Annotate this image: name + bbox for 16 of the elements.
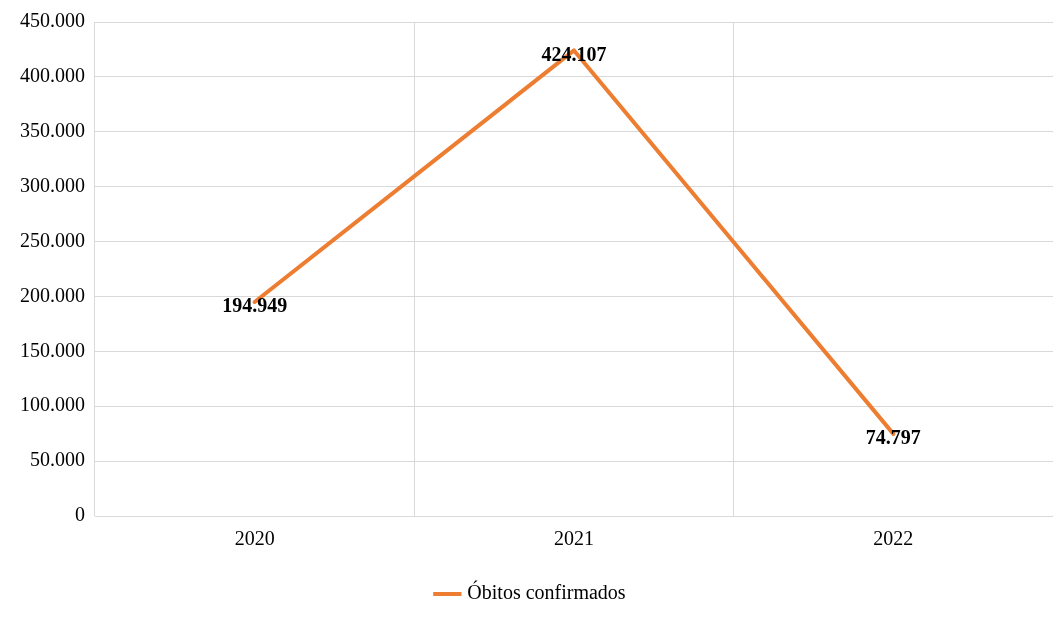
- x-tick-label: 2020: [234, 527, 275, 550]
- y-tick-label: 250.000: [20, 228, 85, 251]
- y-tick-label: 450.000: [20, 9, 85, 32]
- data-label: 74.797: [865, 426, 921, 449]
- y-tick-label: 400.000: [20, 64, 85, 87]
- x-tick-label: 2022: [873, 527, 914, 550]
- y-tick-label: 50.000: [30, 448, 85, 471]
- legend-label: Óbitos confirmados: [467, 580, 626, 604]
- y-tick-label: 0: [75, 503, 85, 526]
- x-tick-label: 2021: [554, 527, 594, 550]
- y-tick-label: 350.000: [20, 119, 85, 142]
- data-label: 194.949: [222, 294, 288, 317]
- y-tick-label: 100.000: [20, 393, 85, 416]
- y-tick-label: 200.000: [20, 283, 85, 306]
- y-tick-label: 150.000: [20, 338, 85, 361]
- y-tick-label: 300.000: [20, 173, 85, 196]
